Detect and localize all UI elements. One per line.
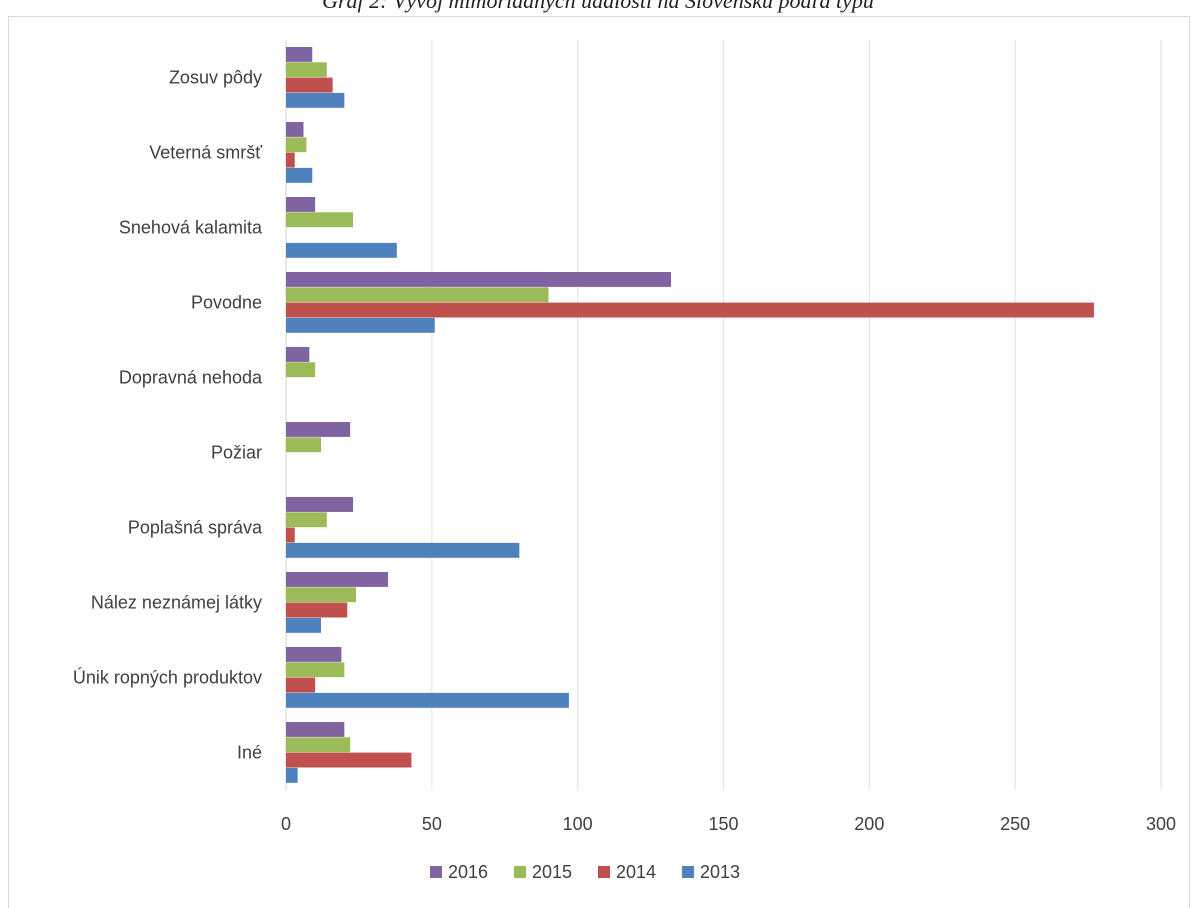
x-tick-label: 150	[708, 814, 738, 834]
category-label: Únik ropných produktov	[73, 667, 262, 688]
bar	[286, 722, 345, 737]
legend-label: 2014	[616, 862, 656, 882]
legend-swatch	[430, 866, 442, 878]
bar	[286, 197, 316, 212]
bar	[286, 62, 327, 78]
bar	[286, 287, 549, 303]
bar	[286, 212, 354, 228]
bar	[286, 317, 435, 333]
bar	[286, 422, 351, 437]
category-label: Poplašná správa	[128, 518, 263, 538]
category-label: Veterná smršť	[149, 143, 262, 163]
bar	[286, 662, 345, 678]
bar	[286, 362, 316, 378]
legend: 2016 2015 2014 2013	[430, 862, 740, 882]
bar	[286, 92, 345, 108]
category-label: Povodne	[191, 293, 262, 313]
category-label: Dopravná nehoda	[119, 368, 263, 388]
legend-swatch	[598, 866, 610, 878]
bar	[286, 692, 569, 708]
bar	[286, 527, 295, 543]
bar	[286, 152, 295, 168]
category-label: Nález neznámej látky	[91, 593, 262, 613]
category-label: Požiar	[211, 443, 262, 463]
bar	[286, 512, 327, 528]
bar	[286, 137, 307, 153]
legend-swatch	[682, 866, 694, 878]
bar	[286, 542, 520, 558]
bar	[286, 437, 321, 453]
bar	[286, 587, 356, 603]
legend-label: 2016	[448, 862, 488, 882]
legend-label: 2013	[700, 862, 740, 882]
bar	[286, 272, 671, 287]
chart-area	[8, 16, 1190, 908]
bar	[286, 122, 304, 137]
x-tick-label: 50	[422, 814, 442, 834]
category-label: Zosuv pôdy	[169, 68, 262, 88]
category-labels: Zosuv pôdy Veterná smršť Snehová kalamita P…	[73, 68, 263, 763]
legend-swatch	[514, 866, 526, 878]
bar	[286, 497, 354, 512]
x-tick-label: 250	[1000, 814, 1030, 834]
bar	[286, 572, 389, 587]
category-label: Snehová kalamita	[119, 218, 263, 238]
x-tick-labels: 0 50 100 150 200 250 300	[281, 814, 1176, 834]
bar	[286, 752, 412, 768]
legend-label: 2015	[532, 862, 572, 882]
x-tick-label: 0	[281, 814, 291, 834]
bar	[286, 617, 321, 633]
x-tick-label: 100	[563, 814, 593, 834]
bar	[286, 737, 351, 753]
x-tick-label: 200	[854, 814, 884, 834]
bars	[286, 47, 1094, 783]
x-tick-label: 300	[1146, 814, 1176, 834]
bar	[286, 347, 310, 362]
bar	[286, 77, 333, 93]
chart-title: Graf 2: Vývoj mimoriadnych udalostí na S…	[322, 0, 874, 13]
bar	[286, 242, 397, 258]
bar	[286, 602, 348, 618]
category-label: Iné	[237, 743, 262, 763]
bar	[286, 167, 313, 183]
gridlines	[285, 40, 1162, 790]
bar	[286, 767, 298, 783]
bar	[286, 302, 1094, 318]
bar	[286, 677, 316, 693]
bar	[286, 647, 342, 662]
bar	[286, 47, 313, 62]
